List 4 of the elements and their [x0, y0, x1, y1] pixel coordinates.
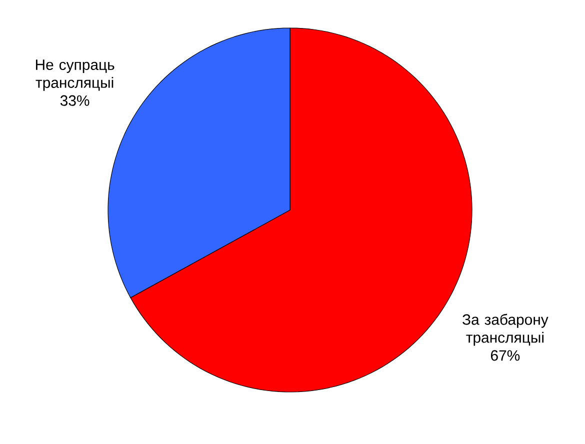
data-label: 67% [491, 350, 520, 361]
data-label: 33% [60, 95, 90, 106]
slice-label: За забарону трансляцыі [462, 314, 548, 346]
slice-label: Не супраць трансляцыі [36, 60, 114, 91]
